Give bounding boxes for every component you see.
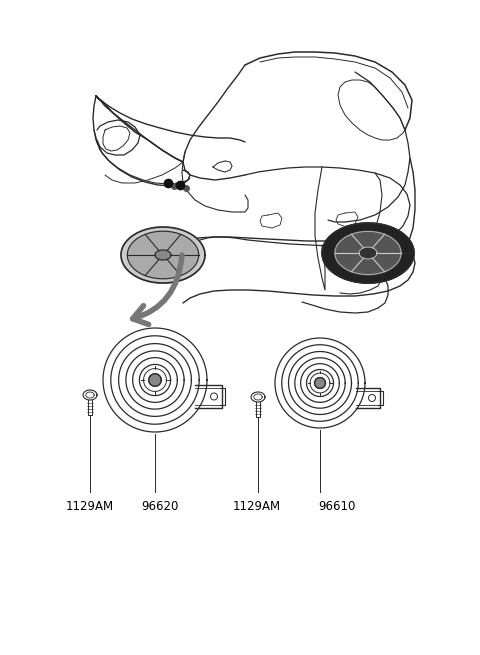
Text: 1129AM: 1129AM [66, 500, 114, 513]
Polygon shape [121, 227, 205, 283]
Polygon shape [335, 231, 401, 274]
Polygon shape [211, 393, 217, 400]
Text: 1129AM: 1129AM [233, 500, 281, 513]
Polygon shape [127, 231, 199, 279]
Polygon shape [314, 377, 325, 388]
Polygon shape [149, 374, 161, 386]
Text: 96610: 96610 [318, 500, 356, 513]
Polygon shape [369, 394, 375, 402]
Polygon shape [322, 223, 414, 283]
Text: 96620: 96620 [141, 500, 179, 513]
FancyArrowPatch shape [132, 255, 182, 324]
Polygon shape [155, 250, 171, 260]
Polygon shape [359, 247, 377, 259]
Polygon shape [213, 161, 232, 172]
